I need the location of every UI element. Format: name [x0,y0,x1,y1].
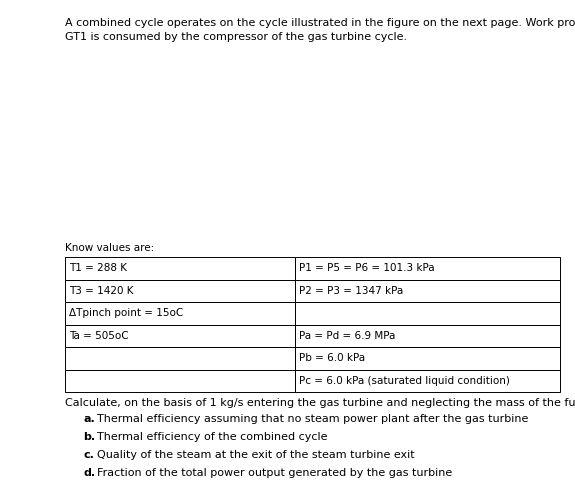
Bar [295,325,560,347]
Text: Thermal efficiency assuming that no steam power plant after the gas turbine: Thermal efficiency assuming that no stea… [97,414,528,424]
Text: P1 = P5 = P6 = 101.3 kPa: P1 = P5 = P6 = 101.3 kPa [299,263,435,273]
Text: Pc = 6.0 kPa (saturated liquid condition): Pc = 6.0 kPa (saturated liquid condition… [299,376,510,386]
Text: GT1 is consumed by the compressor of the gas turbine cycle.: GT1 is consumed by the compressor of the… [65,32,407,42]
Bar [295,257,560,279]
Text: T1 = 288 K: T1 = 288 K [69,263,127,273]
Text: P2 = P3 = 1347 kPa: P2 = P3 = 1347 kPa [299,286,404,296]
Text: Calculate, on the basis of 1 kg/s entering the gas turbine and neglecting the ma: Calculate, on the basis of 1 kg/s enteri… [65,398,575,408]
Bar [295,302,560,325]
Bar [65,279,295,302]
Text: A combined cycle operates on the cycle illustrated in the figure on the next pag: A combined cycle operates on the cycle i… [65,18,575,28]
Bar [65,370,295,392]
Text: d.: d. [83,468,95,478]
Text: Thermal efficiency of the combined cycle: Thermal efficiency of the combined cycle [97,432,328,442]
Bar [295,347,560,370]
Text: T3 = 1420 K: T3 = 1420 K [69,286,133,296]
Text: ΔTpinch point = 15oC: ΔTpinch point = 15oC [69,308,183,318]
Bar [65,325,295,347]
Text: Quality of the steam at the exit of the steam turbine exit: Quality of the steam at the exit of the … [97,450,415,460]
Bar [65,257,295,279]
Text: a.: a. [83,414,95,424]
Bar [295,279,560,302]
Text: Pa = Pd = 6.9 MPa: Pa = Pd = 6.9 MPa [299,331,396,341]
Bar [65,302,295,325]
Text: Fraction of the total power output generated by the gas turbine: Fraction of the total power output gener… [97,468,453,478]
Text: Ta = 505oC: Ta = 505oC [69,331,129,341]
Bar [295,370,560,392]
Text: Know values are:: Know values are: [65,243,154,253]
Bar [65,347,295,370]
Text: b.: b. [83,432,95,442]
Text: Pb = 6.0 kPa: Pb = 6.0 kPa [299,353,365,363]
Text: c.: c. [83,450,94,460]
